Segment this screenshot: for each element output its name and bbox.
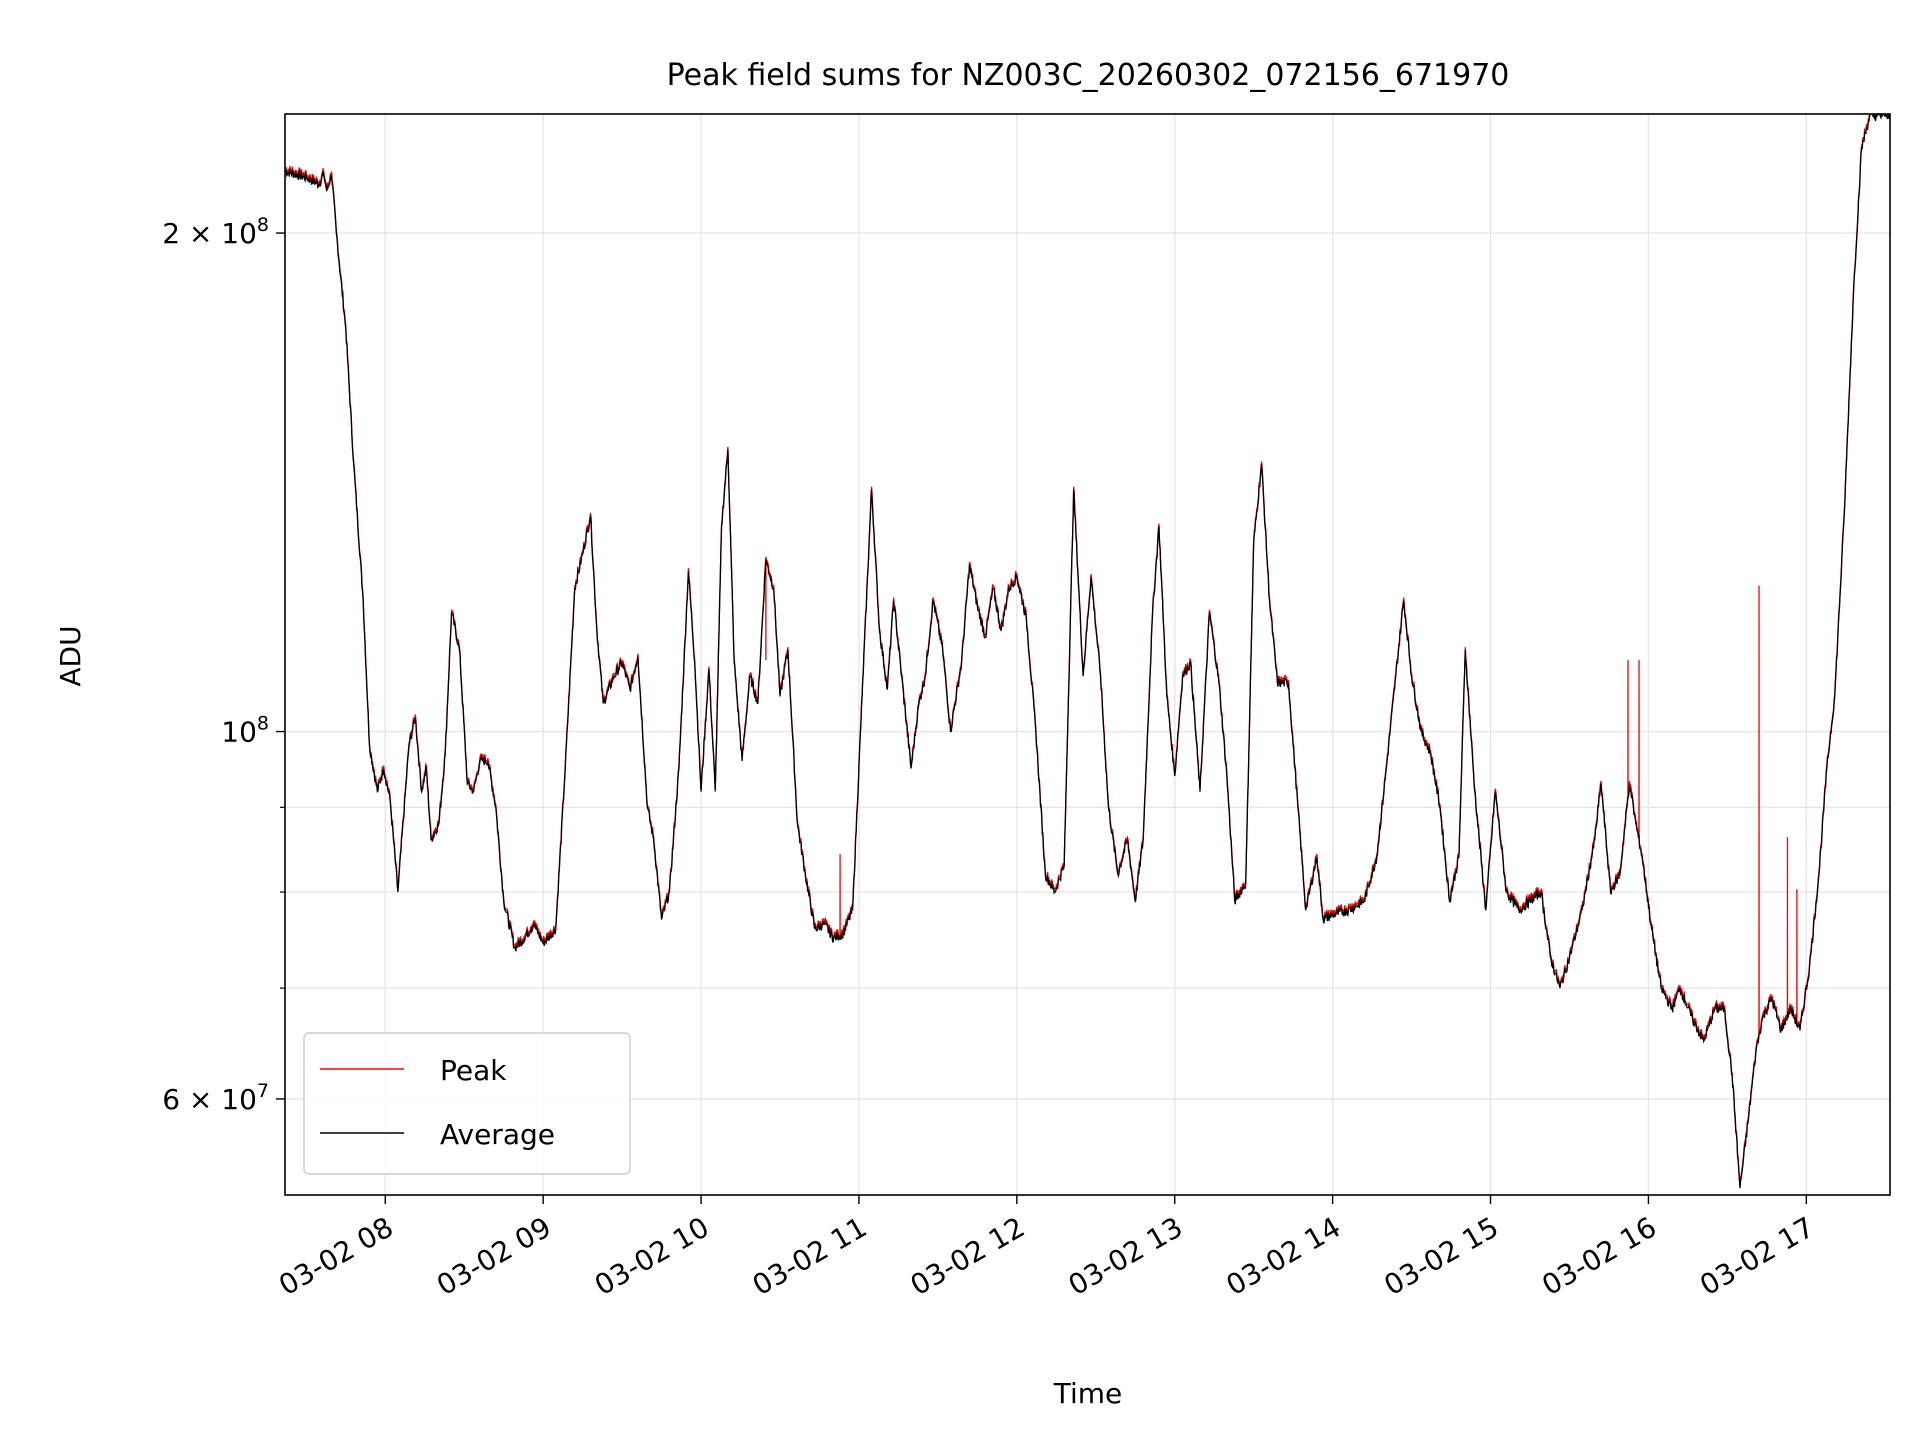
legend: Peak Average <box>303 1032 631 1175</box>
series-line-average <box>285 114 1890 1189</box>
legend-box <box>303 1032 631 1175</box>
plot-frame <box>284 113 1891 1196</box>
y-tick-label: 6 × 107 <box>162 1080 269 1116</box>
series-layer <box>285 114 1890 1189</box>
legend-label-peak: Peak <box>440 1054 507 1087</box>
x-axis-label: Time <box>1053 1377 1123 1410</box>
y-axis-label: ADU <box>54 625 87 686</box>
chart-title: Peak field sums for NZ003C_20260302_0721… <box>667 58 1510 93</box>
legend-label-average: Average <box>440 1118 555 1151</box>
grid <box>285 114 1890 1195</box>
y-tick-label: 2 × 108 <box>162 214 269 250</box>
